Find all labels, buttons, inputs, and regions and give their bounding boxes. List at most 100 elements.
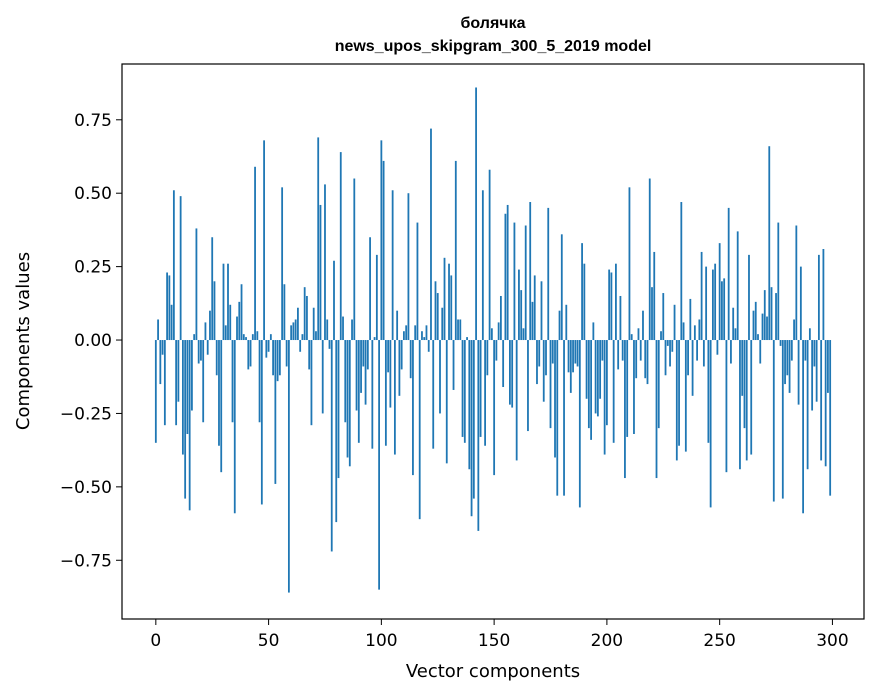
bar-43 bbox=[251, 334, 254, 341]
bar-99 bbox=[378, 340, 380, 590]
bar-223 bbox=[657, 340, 660, 429]
bar-36 bbox=[236, 316, 238, 341]
bar-62 bbox=[294, 319, 297, 341]
bar-49 bbox=[265, 340, 268, 358]
bar-142 bbox=[475, 87, 477, 341]
bar-78 bbox=[330, 340, 333, 552]
bar-31 bbox=[224, 325, 227, 341]
bar-94 bbox=[366, 340, 369, 370]
bar-171 bbox=[540, 281, 543, 341]
bar-59 bbox=[287, 340, 290, 593]
bar-10 bbox=[177, 340, 180, 402]
bar-145 bbox=[481, 190, 484, 341]
bar-56 bbox=[281, 187, 284, 341]
bar-184 bbox=[569, 340, 572, 393]
bar-158 bbox=[511, 340, 514, 408]
bar-45 bbox=[256, 331, 259, 341]
bar-55 bbox=[278, 340, 281, 376]
bar-289 bbox=[806, 340, 809, 470]
y-tick-label: −0.25 bbox=[60, 404, 112, 424]
bar-88 bbox=[353, 178, 356, 341]
bar-137 bbox=[463, 340, 466, 443]
bar-101 bbox=[382, 160, 385, 341]
bar-141 bbox=[472, 340, 475, 499]
bar-120 bbox=[425, 325, 428, 341]
bar-134 bbox=[457, 319, 459, 341]
bar-230 bbox=[673, 304, 676, 341]
x-axis-label: Vector components bbox=[406, 661, 580, 682]
bar-255 bbox=[730, 340, 732, 364]
bar-85 bbox=[346, 340, 349, 458]
bar-177 bbox=[554, 340, 556, 458]
bar-22 bbox=[204, 322, 207, 341]
bar-131 bbox=[450, 275, 453, 341]
bar-235 bbox=[684, 340, 687, 452]
bar-33 bbox=[229, 304, 232, 341]
bar-67 bbox=[306, 295, 308, 341]
bar-206 bbox=[619, 295, 622, 341]
bar-72 bbox=[317, 137, 320, 341]
bar-205 bbox=[617, 340, 620, 370]
bar-35 bbox=[233, 340, 236, 514]
bar-102 bbox=[384, 340, 387, 446]
bar-14 bbox=[186, 340, 189, 434]
bar-13 bbox=[184, 340, 187, 499]
bar-24 bbox=[209, 310, 211, 341]
bar-231 bbox=[675, 340, 678, 461]
bar-40 bbox=[245, 337, 247, 341]
bar-26 bbox=[213, 281, 216, 341]
bar-112 bbox=[407, 193, 410, 341]
bar-149 bbox=[490, 328, 493, 341]
bar-38 bbox=[240, 284, 243, 341]
bar-220 bbox=[651, 287, 653, 341]
bar-157 bbox=[509, 340, 511, 405]
x-tick-label: 100 bbox=[365, 631, 397, 651]
bar-106 bbox=[393, 340, 396, 455]
bar-191 bbox=[585, 340, 588, 399]
bar-242 bbox=[700, 251, 703, 341]
bar-282 bbox=[790, 340, 793, 361]
y-tick-label: 0.50 bbox=[74, 184, 112, 204]
bar-119 bbox=[423, 337, 426, 341]
bar-54 bbox=[276, 340, 279, 382]
bar-167 bbox=[531, 301, 534, 341]
bar-127 bbox=[441, 307, 444, 341]
bar-180 bbox=[560, 234, 563, 341]
bar-46 bbox=[258, 340, 261, 423]
bar-163 bbox=[522, 328, 525, 341]
bar-172 bbox=[542, 340, 545, 402]
bar-52 bbox=[272, 340, 274, 376]
bar-214 bbox=[637, 328, 640, 341]
bar-201 bbox=[608, 269, 611, 341]
bar-136 bbox=[461, 340, 464, 437]
x-tick-label: 200 bbox=[591, 631, 623, 651]
bar-25 bbox=[211, 237, 214, 341]
bar-114 bbox=[412, 340, 414, 476]
bar-269 bbox=[761, 313, 764, 341]
bar-76 bbox=[326, 319, 329, 341]
bar-276 bbox=[777, 222, 780, 341]
bar-50 bbox=[267, 340, 270, 352]
bar-254 bbox=[727, 207, 730, 341]
bar-192 bbox=[587, 340, 590, 429]
bar-189 bbox=[581, 243, 583, 341]
bar-3 bbox=[161, 340, 164, 355]
bar-148 bbox=[488, 169, 491, 341]
bar-222 bbox=[655, 340, 658, 479]
bar-250 bbox=[718, 243, 721, 341]
bar-274 bbox=[772, 340, 775, 502]
bar-12 bbox=[181, 340, 184, 455]
bar-293 bbox=[815, 340, 818, 402]
bar-275 bbox=[775, 293, 777, 341]
bar-217 bbox=[644, 340, 647, 379]
bar-27 bbox=[215, 340, 218, 376]
bar-234 bbox=[682, 322, 685, 341]
bar-258 bbox=[736, 231, 739, 341]
bar-245 bbox=[707, 340, 710, 443]
bar-2 bbox=[159, 340, 162, 385]
bar-115 bbox=[414, 325, 417, 341]
bar-290 bbox=[808, 328, 811, 341]
bar-100 bbox=[380, 140, 383, 341]
bar-226 bbox=[664, 340, 667, 376]
bar-130 bbox=[448, 263, 450, 341]
